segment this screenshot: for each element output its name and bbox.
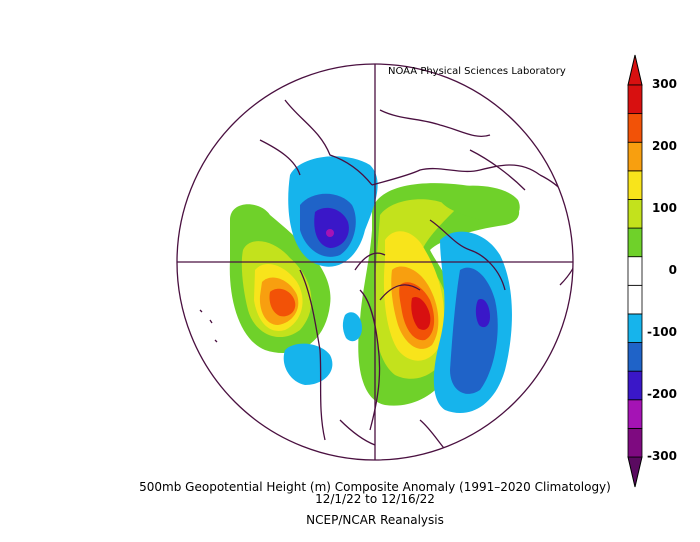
canada-ridge — [358, 183, 520, 406]
colorbar-segment — [627, 399, 643, 429]
caption-title: 500mb Geopotential Height (m) Composite … — [139, 480, 611, 494]
colorbar-segment — [627, 370, 643, 401]
colorbar-tick-label: 200 — [651, 139, 677, 153]
colorbar-segment — [627, 284, 643, 315]
colorbar-segment — [627, 427, 643, 458]
colorbar-tick-label: 100 — [651, 201, 677, 215]
colorbar-tick-label: 0 — [668, 263, 677, 277]
europe-trough — [433, 231, 512, 414]
colorbar-segment — [627, 227, 643, 258]
colorbar-segment — [627, 84, 643, 115]
colorbar-segment — [627, 199, 643, 229]
colorbar-segment — [627, 256, 643, 286]
colorbar-tick-label: -300 — [646, 449, 677, 463]
caption-source: NCEP/NCAR Reanalysis — [306, 513, 444, 527]
east-pacific-ridge — [229, 204, 331, 353]
colorbar-segment — [627, 313, 643, 343]
colorbar-arrow-top — [627, 54, 643, 86]
credit-text: NOAA Physical Sciences Laboratory — [388, 66, 566, 77]
colorbar-tick-label: 300 — [651, 77, 677, 91]
colorbar-tick-label: -200 — [646, 387, 677, 401]
colorbar-segment — [627, 141, 643, 172]
colorbar-segment — [627, 170, 643, 200]
colorbar-arrow-bottom — [627, 456, 643, 488]
colorbar-tick-label: -100 — [646, 325, 677, 339]
caption-dates: 12/1/22 to 12/16/22 — [315, 492, 435, 506]
alaska-trough — [288, 156, 378, 267]
arctic-ridge — [440, 185, 520, 223]
colorbar-segment — [627, 113, 643, 143]
colorbar-segment — [627, 342, 643, 372]
